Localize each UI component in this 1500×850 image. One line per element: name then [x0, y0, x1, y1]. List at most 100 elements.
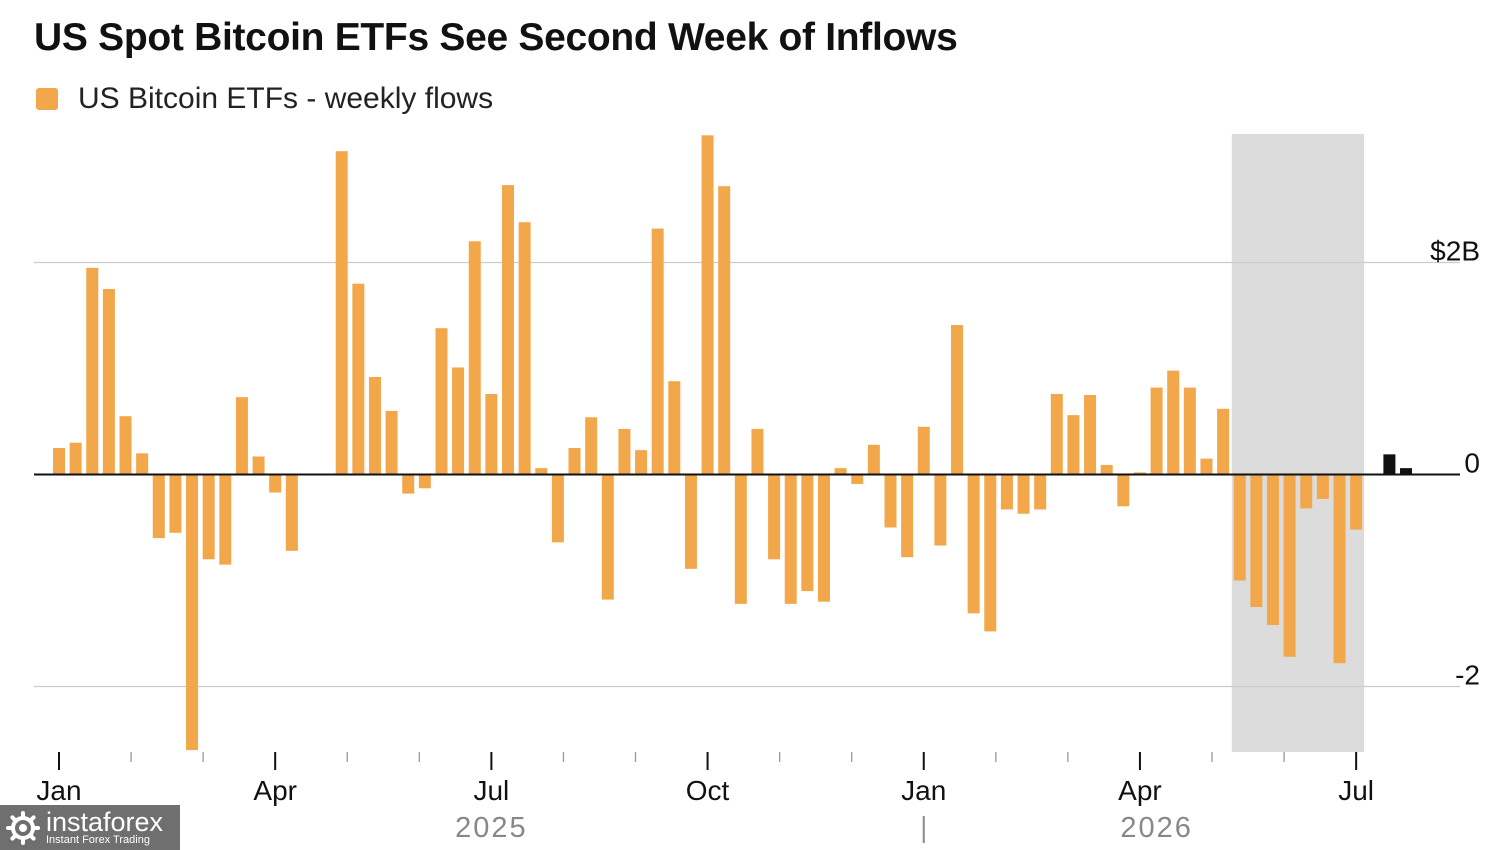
flow-bar [851, 474, 864, 485]
flow-bar [1084, 395, 1097, 475]
flow-bar [102, 289, 115, 475]
flow-bar [867, 444, 880, 475]
flow-bar [884, 474, 897, 528]
x-tick-label: Apr [1118, 775, 1162, 806]
flow-bar [784, 474, 797, 604]
flow-bar [967, 474, 980, 614]
flow-bar [402, 474, 415, 494]
flow-bar [1167, 370, 1180, 475]
legend-label: US Bitcoin ETFs - weekly flows [78, 82, 494, 115]
flow-bar [468, 241, 481, 475]
flow-bar [1250, 474, 1263, 607]
legend-swatch [36, 88, 58, 110]
flow-bar [152, 474, 165, 539]
flow-bar [734, 474, 747, 604]
flow-bar [1150, 387, 1163, 475]
flow-bar [53, 448, 65, 475]
flow-bar [585, 417, 598, 475]
flow-bar [718, 186, 731, 475]
flow-bar [518, 222, 531, 475]
flow-bar [352, 283, 365, 475]
flow-bar [618, 428, 631, 475]
chart-title: US Spot Bitcoin ETFs See Second Week of … [34, 16, 958, 59]
flow-bar [817, 474, 830, 602]
flow-bar [252, 456, 265, 475]
flow-bar [69, 442, 82, 475]
flow-bar [1283, 474, 1296, 657]
flow-bar [601, 474, 614, 600]
flow-bar [219, 474, 232, 565]
flow-bar [418, 474, 431, 489]
flow-bar [568, 448, 581, 475]
flow-bar [1350, 474, 1363, 530]
flow-bar [335, 151, 348, 475]
flow-bar [502, 185, 515, 475]
flow-bar [86, 267, 99, 475]
flow-bar [934, 474, 947, 546]
recent-bar [1383, 454, 1396, 475]
flow-bar [535, 468, 548, 475]
flow-bar [1300, 474, 1313, 509]
x-tick-label: Oct [686, 775, 730, 806]
watermark-tagline: Instant Forex Trading [46, 833, 150, 846]
y-tick-label: -2 [1455, 660, 1480, 691]
flow-bar [768, 474, 781, 560]
flow-bar [136, 453, 149, 475]
flow-bar [202, 474, 215, 560]
flow-bar [452, 367, 465, 475]
flow-bar [1233, 474, 1246, 581]
flow-bar [385, 410, 398, 475]
flow-bar [1266, 474, 1279, 626]
flow-bar [1034, 474, 1047, 510]
flow-bar [1133, 472, 1146, 475]
x-tick-label: Jul [1338, 775, 1374, 806]
flow-bar [1067, 415, 1080, 475]
flow-bar [635, 450, 648, 475]
watermark: instaforex Instant Forex Trading [0, 805, 180, 850]
flow-bar [1000, 474, 1013, 510]
x-tick-label: Jul [473, 775, 509, 806]
flow-bar [435, 328, 448, 475]
flow-bar [1333, 474, 1346, 664]
y-tick-label: 0 [1464, 448, 1480, 479]
flow-bar [801, 474, 814, 592]
flow-bar [901, 474, 914, 558]
flow-bar [651, 228, 664, 475]
flow-bar [235, 397, 248, 475]
y-tick-label: $2B [1430, 236, 1480, 267]
x-tick-label: Jan [36, 775, 81, 806]
flow-bar [368, 376, 381, 475]
flow-bar [917, 426, 930, 475]
legend: US Bitcoin ETFs - weekly flows [36, 82, 493, 116]
flow-bar [668, 381, 681, 475]
flow-bar [285, 474, 298, 551]
flow-bar [1050, 393, 1063, 475]
year-label: 2026 [1120, 812, 1193, 844]
gear-logo-icon [6, 810, 40, 845]
year-label: 2025 [455, 812, 528, 844]
flow-bar [1017, 474, 1030, 514]
flow-bar [984, 474, 997, 632]
x-tick-label: Apr [253, 775, 297, 806]
flow-bar [1217, 408, 1230, 475]
flow-bar [169, 474, 182, 533]
flow-bar [186, 474, 199, 751]
flow-bar [269, 474, 282, 493]
flow-bar [951, 325, 964, 475]
flow-bar [684, 474, 697, 569]
flow-bar [701, 135, 714, 475]
flow-bar [1183, 387, 1196, 475]
flow-bar [1316, 474, 1329, 499]
recent-bar [1400, 468, 1413, 475]
flow-bar [119, 416, 132, 475]
flow-bar [834, 468, 847, 475]
flow-bar [1117, 474, 1130, 507]
flow-bar [551, 474, 564, 543]
flow-bar [1200, 458, 1213, 475]
x-tick-label: Jan [901, 775, 946, 806]
flow-bar [1100, 464, 1113, 475]
flow-bar [485, 393, 498, 475]
watermark-brand: instaforex [46, 806, 164, 837]
flow-bar [751, 428, 764, 475]
